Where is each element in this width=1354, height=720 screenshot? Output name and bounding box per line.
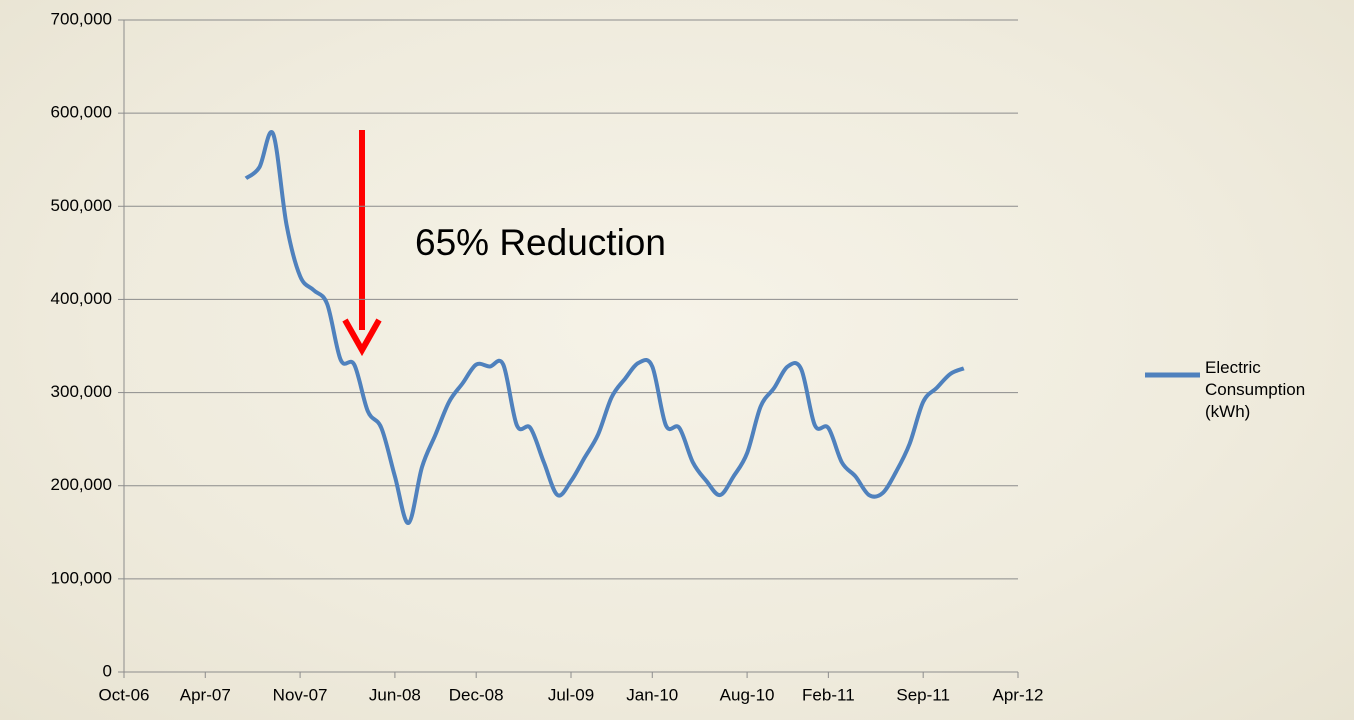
y-tick-label: 500,000 (51, 196, 112, 215)
x-tick-label: Nov-07 (273, 685, 328, 704)
y-tick-label: 600,000 (51, 103, 112, 122)
y-tick-label: 100,000 (51, 568, 112, 587)
x-tick-label: Apr-07 (180, 685, 231, 704)
x-tick-label: Jul-09 (548, 685, 594, 704)
data-line (244, 130, 965, 525)
y-tick-label: 0 (103, 661, 112, 680)
arrow-head (342, 318, 382, 357)
x-tick-label: Oct-06 (98, 685, 149, 704)
x-tick-label: Apr-12 (992, 685, 1043, 704)
x-tick-label: Feb-11 (802, 685, 855, 704)
y-tick-label: 700,000 (51, 9, 112, 28)
x-tick-label: Jun-08 (369, 685, 421, 704)
y-tick-label: 200,000 (51, 475, 112, 494)
legend-label: Electric Consumption (kWh) (1205, 358, 1306, 421)
annotation: 65% Reduction (415, 222, 666, 263)
y-tick-label: 400,000 (51, 289, 112, 308)
y-tick-label: 300,000 (51, 382, 112, 401)
x-tick-label: Aug-10 (720, 685, 775, 704)
x-tick-label: Jan-10 (626, 685, 678, 704)
x-tick-label: Sep-11 (896, 685, 950, 704)
x-tick-label: Dec-08 (449, 685, 504, 704)
